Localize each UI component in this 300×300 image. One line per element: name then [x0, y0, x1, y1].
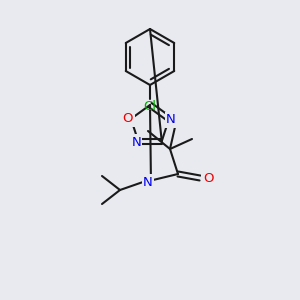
Text: Cl: Cl [143, 100, 157, 113]
Text: N: N [166, 113, 176, 126]
Text: O: O [203, 172, 213, 184]
Text: N: N [131, 136, 141, 149]
Text: O: O [123, 112, 133, 125]
Text: N: N [143, 176, 153, 188]
